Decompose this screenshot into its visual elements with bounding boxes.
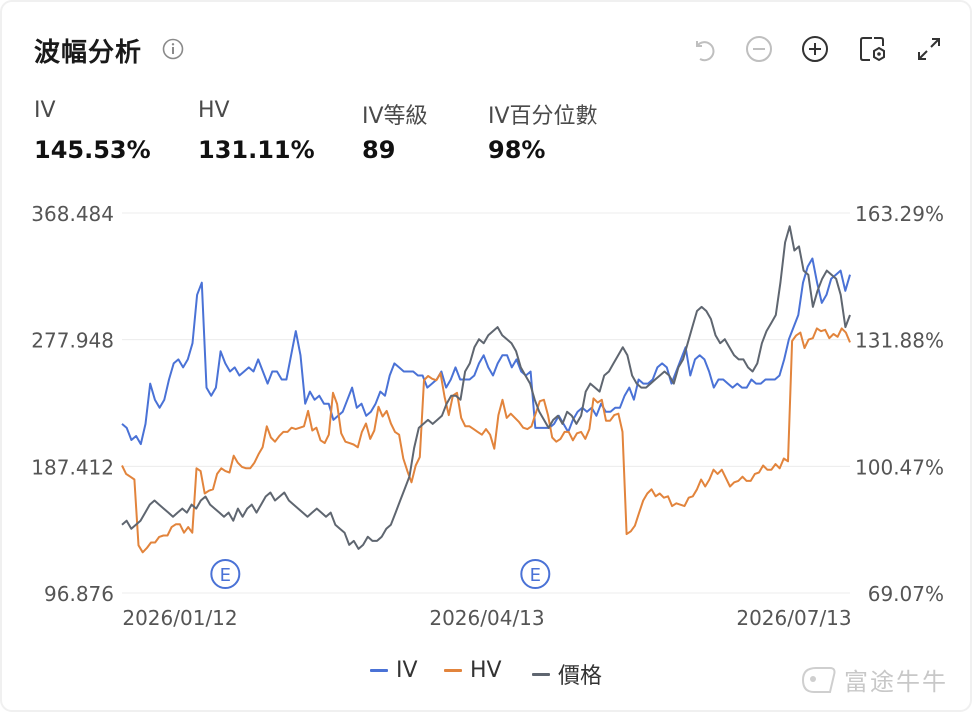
- undo-icon[interactable]: [688, 34, 718, 64]
- earnings-marker-label: E: [530, 565, 541, 586]
- watermark: 富途牛牛: [800, 662, 948, 697]
- legend-price-swatch: [532, 672, 550, 676]
- stat-label-iv-rank: IV等級: [362, 104, 428, 129]
- zoom-in-icon[interactable]: [800, 34, 830, 64]
- series-line-price: [121, 225, 851, 550]
- left-axis-tick-label: 96.876: [44, 582, 114, 606]
- right-axis-tick-label: 163.29%: [855, 202, 944, 226]
- right-axis-tick-label: 131.88%: [855, 329, 944, 353]
- left-axis-tick-label: 277.948: [31, 329, 114, 353]
- zoom-out-icon[interactable]: [744, 34, 774, 64]
- legend-price[interactable]: 價格: [532, 658, 602, 690]
- stat-value-iv: 145.53%: [34, 136, 151, 164]
- stat-value-hv: 131.11%: [198, 136, 315, 164]
- left-axis-tick-label: 368.484: [31, 202, 114, 226]
- legend-hv-label: HV: [470, 658, 502, 683]
- series-line-iv: [121, 257, 851, 446]
- right-axis-tick-label: 100.47%: [855, 455, 944, 479]
- earnings-marker: [210, 559, 241, 589]
- stat-value-iv-rank: 89: [362, 136, 396, 164]
- stat-value-iv-percentile: 98%: [488, 136, 546, 164]
- fullscreen-icon[interactable]: [914, 34, 944, 64]
- legend-hv-swatch: [444, 669, 462, 672]
- series-line-hv: [121, 327, 851, 554]
- legend-iv[interactable]: IV: [370, 658, 418, 683]
- x-axis-tick-label: 2026/07/13: [736, 606, 851, 630]
- x-axis-tick-label: 2026/01/12: [122, 606, 237, 630]
- legend-iv-swatch: [370, 669, 388, 672]
- stat-label-iv-percentile: IV百分位數: [488, 104, 598, 129]
- watermark-text: 富途牛牛: [844, 668, 948, 696]
- stat-label-iv: IV: [34, 98, 56, 123]
- legend-iv-label: IV: [396, 658, 418, 683]
- settings-icon[interactable]: [858, 34, 888, 64]
- page-title: 波幅分析: [34, 38, 143, 68]
- x-axis-tick-label: 2026/04/13: [429, 606, 544, 630]
- left-axis-tick-label: 187.412: [31, 455, 114, 479]
- stat-label-hv: HV: [198, 98, 230, 123]
- earnings-marker: [520, 559, 551, 589]
- legend-price-label: 價格: [558, 664, 603, 689]
- legend-hv[interactable]: HV: [444, 658, 502, 683]
- right-axis-tick-label: 69.07%: [868, 582, 944, 606]
- info-icon[interactable]: [162, 38, 184, 60]
- earnings-marker-label: E: [220, 565, 231, 586]
- futu-logo-icon: [801, 666, 836, 693]
